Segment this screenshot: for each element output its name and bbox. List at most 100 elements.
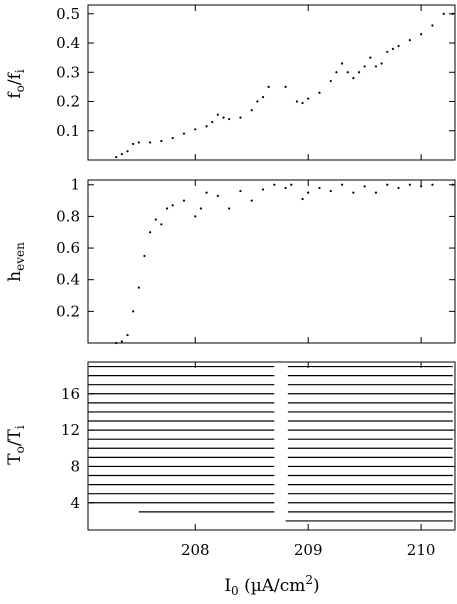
data-point xyxy=(451,183,454,186)
data-point xyxy=(160,139,163,143)
data-point xyxy=(199,207,203,210)
y-tick-label: 4 xyxy=(70,494,80,512)
data-point xyxy=(346,71,349,74)
data-point xyxy=(420,33,423,36)
y-tick-label: 0.3 xyxy=(56,63,80,81)
data-point xyxy=(335,71,338,74)
data-point xyxy=(290,183,293,186)
data-point xyxy=(171,204,174,207)
data-point xyxy=(301,197,304,201)
x-tick-label: 208 xyxy=(181,541,210,559)
data-point xyxy=(132,310,135,313)
data-point xyxy=(352,191,355,194)
data-point xyxy=(182,199,186,202)
data-point xyxy=(273,183,276,186)
data-point xyxy=(222,116,225,119)
data-point xyxy=(267,85,270,88)
y-tick-label: 0.5 xyxy=(56,5,80,23)
panel-2-x-ticks xyxy=(194,180,422,343)
y-tick-label: 0.6 xyxy=(56,239,80,257)
data-point xyxy=(386,183,389,186)
data-point xyxy=(431,24,434,27)
data-point xyxy=(261,96,265,99)
data-point xyxy=(194,215,197,218)
panel-1-frame xyxy=(87,4,456,161)
data-point xyxy=(397,186,400,190)
panel-1-data xyxy=(115,12,454,159)
data-point xyxy=(120,340,123,343)
panel-3-data xyxy=(88,365,453,522)
data-point xyxy=(307,191,310,194)
panel-2-y-ticks: 0.2 0.4 0.6 0.8 1 xyxy=(56,176,455,320)
y-tick-label: 0.4 xyxy=(56,271,80,289)
data-point xyxy=(363,65,366,68)
data-point xyxy=(239,116,242,119)
data-point xyxy=(397,44,400,48)
data-point xyxy=(132,142,135,146)
data-point xyxy=(363,185,366,188)
y-tick-label: 0.1 xyxy=(56,122,80,140)
data-point xyxy=(352,77,355,80)
data-point xyxy=(120,153,123,156)
y-tick-label: 16 xyxy=(61,385,80,403)
data-point xyxy=(307,97,310,100)
data-point xyxy=(205,125,208,128)
y-tick-label: 12 xyxy=(61,421,80,439)
data-point xyxy=(216,194,219,197)
data-point xyxy=(250,199,253,202)
data-point xyxy=(380,62,383,65)
data-point xyxy=(301,101,304,105)
panel-3-y-ticks: 4 8 12 16 xyxy=(61,385,455,512)
y-tick-label: 1 xyxy=(70,176,80,194)
data-point xyxy=(228,207,231,210)
data-point xyxy=(126,150,129,153)
data-point xyxy=(284,85,287,88)
x-tick-label: 209 xyxy=(294,541,323,559)
data-point xyxy=(386,50,389,53)
data-point xyxy=(126,333,129,337)
data-point xyxy=(318,91,321,94)
panel-3-frame xyxy=(87,361,456,531)
data-point xyxy=(357,71,361,74)
data-point xyxy=(261,188,265,191)
data-point xyxy=(391,47,394,50)
data-point xyxy=(374,65,378,68)
data-point xyxy=(160,223,163,226)
data-point xyxy=(451,12,454,15)
data-point xyxy=(194,128,197,131)
panel-period-ratio: 4 8 12 16 208 209 210 To/Ti I0 (µA/cm2) xyxy=(5,361,456,598)
data-point xyxy=(205,191,208,194)
data-point xyxy=(149,231,152,234)
panel-2-y-axis-label: heven xyxy=(5,242,27,282)
panel-2-data xyxy=(115,183,454,345)
data-point xyxy=(329,79,332,83)
data-point xyxy=(137,141,140,144)
data-point xyxy=(329,189,332,193)
data-point xyxy=(408,38,411,42)
panel-3-y-axis-label: To/Ti xyxy=(5,425,27,465)
data-point xyxy=(137,286,140,289)
panel-1-x-ticks xyxy=(194,5,422,160)
data-point xyxy=(149,141,152,144)
data-point xyxy=(239,189,242,193)
data-point xyxy=(143,254,146,258)
panel-1-y-axis-label: fo/fi xyxy=(5,69,27,99)
data-point xyxy=(171,136,174,140)
data-point xyxy=(216,113,219,116)
data-point xyxy=(374,191,378,194)
data-point xyxy=(165,207,169,210)
panel-1-y-ticks: 0.1 0.2 0.3 0.4 0.5 xyxy=(56,5,455,140)
data-point xyxy=(295,100,299,103)
x-tick-label: 210 xyxy=(407,541,436,559)
data-point xyxy=(420,185,423,188)
y-tick-label: 8 xyxy=(70,457,80,475)
data-point xyxy=(340,62,344,65)
panel-3-x-ticks: 208 209 210 xyxy=(181,362,435,559)
data-point xyxy=(228,117,231,121)
data-point xyxy=(318,186,321,190)
data-point xyxy=(256,100,259,103)
data-point xyxy=(211,120,214,124)
data-point xyxy=(369,56,372,59)
data-point xyxy=(250,109,253,112)
